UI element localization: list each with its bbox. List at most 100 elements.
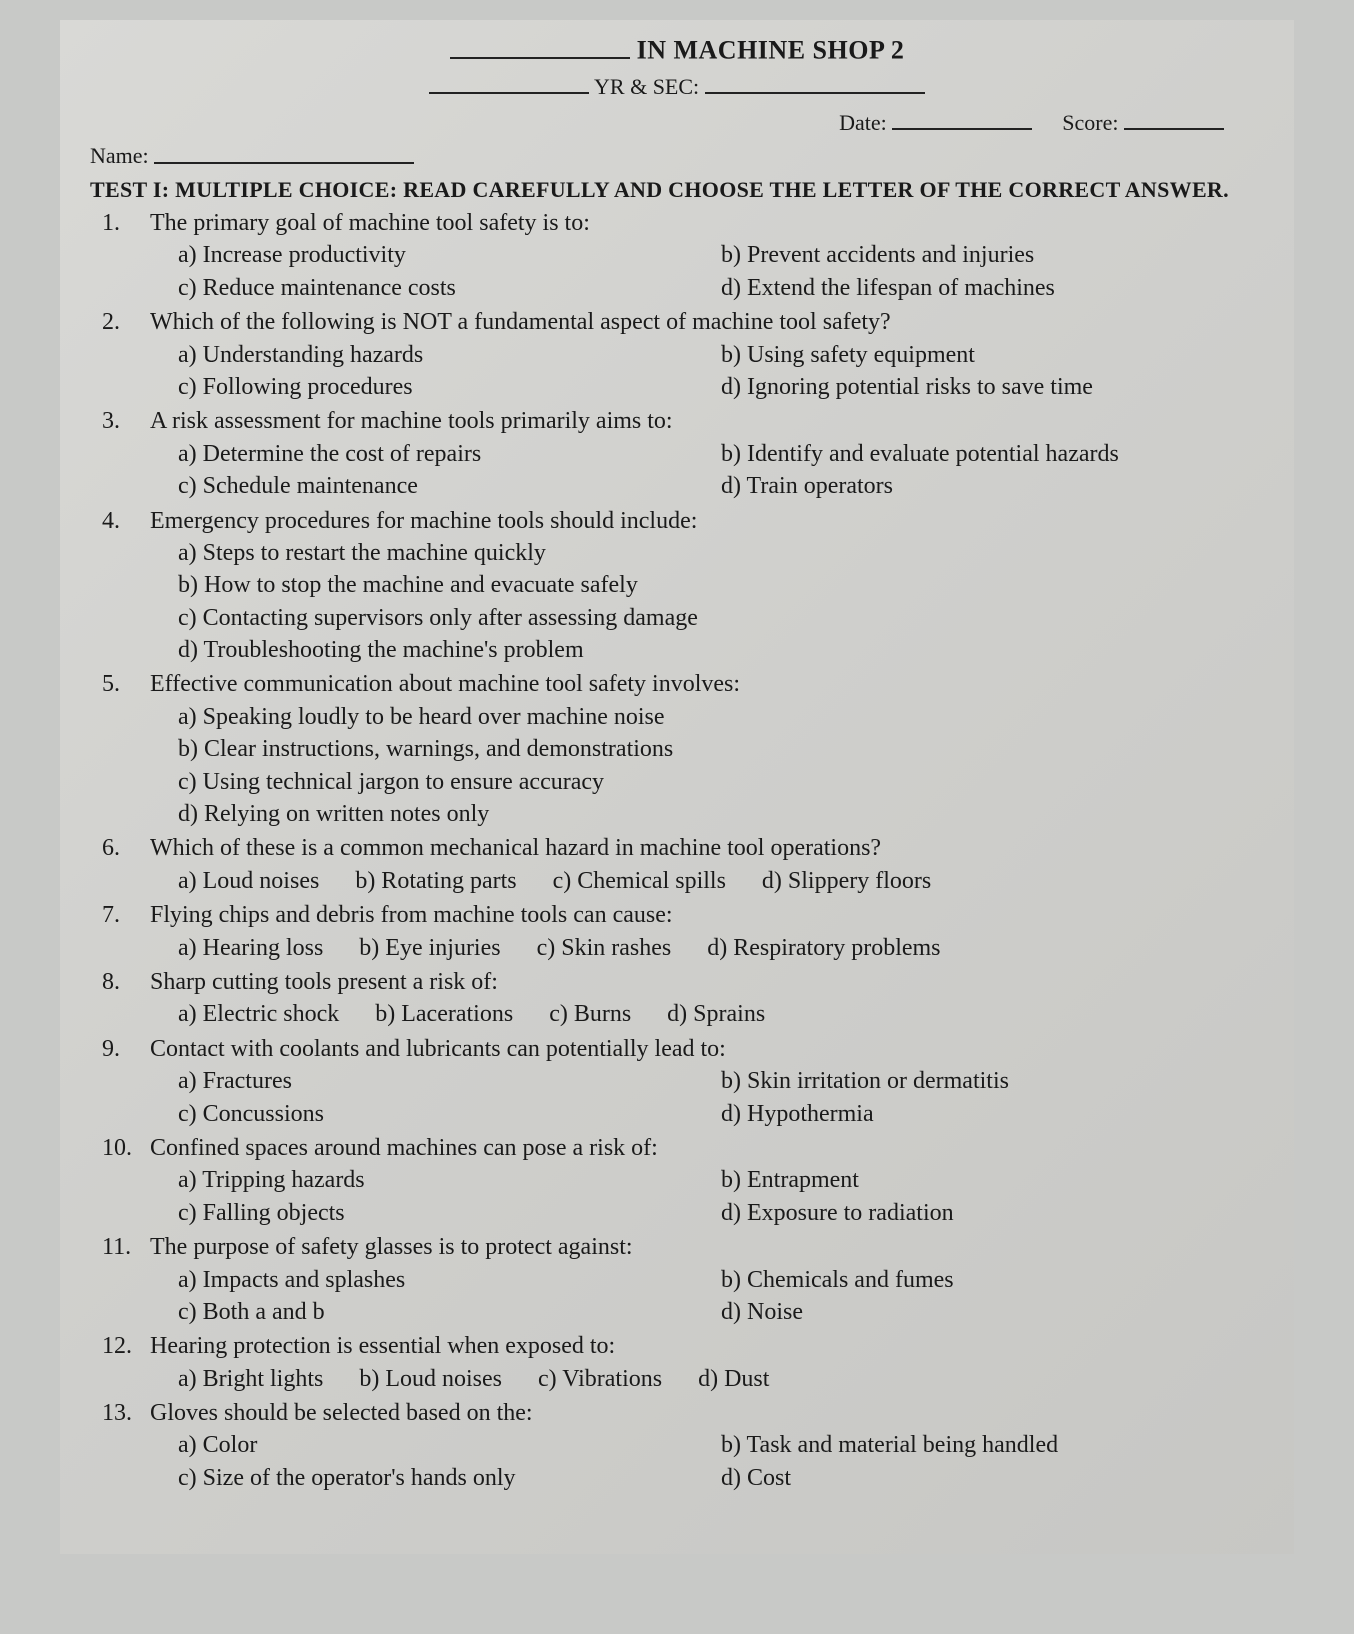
option: d) Noise	[721, 1296, 1264, 1328]
question-number: 13.	[102, 1397, 132, 1429]
option: c) Vibrations	[538, 1363, 662, 1395]
option: d) Ignoring potential risks to save time	[721, 371, 1264, 403]
option: d) Dust	[698, 1363, 769, 1395]
options-wrap: a) Loud noises b) Rotating parts c) Chemic…	[150, 865, 1264, 897]
option: a) Determine the cost of repairs	[178, 438, 721, 470]
option: a) Bright lights	[178, 1363, 323, 1395]
option: b) Skin irritation or dermatitis	[721, 1065, 1264, 1097]
option: b) Entrapment	[721, 1164, 1264, 1196]
option: d) Train operators	[721, 470, 1264, 502]
options-wrap: a) Tripping hazardsb) Entrapmentc) Falli…	[150, 1164, 1264, 1229]
option: b) Loud noises	[359, 1363, 502, 1395]
option: d) Exposure to radiation	[721, 1197, 1264, 1229]
option: c) Size of the operator's hands only	[178, 1462, 721, 1494]
question-item: 12.Hearing protection is essential when …	[150, 1330, 1264, 1395]
option: d) Troubleshooting the machine's problem	[178, 634, 1264, 666]
option: a) Steps to restart the machine quickly	[178, 537, 1264, 569]
name-field: Name:	[90, 139, 1264, 171]
option: b) Prevent accidents and injuries	[721, 239, 1264, 271]
option: a) Hearing loss	[178, 932, 323, 964]
date-field: Date:	[839, 106, 1032, 138]
yr-sec-line: YR & SEC:	[90, 70, 1264, 102]
name-label: Name:	[90, 144, 149, 169]
options-wrap: a) Bright lights b) Loud noises c) Vibrati…	[150, 1363, 1264, 1395]
question-number: 10.	[102, 1132, 132, 1164]
options-wrap: a) Steps to restart the machine quicklyb…	[150, 537, 1264, 667]
option: d) Relying on written notes only	[178, 798, 1264, 830]
question-text: The purpose of safety glasses is to prot…	[150, 1231, 1264, 1263]
question-text: Confined spaces around machines can pose…	[150, 1132, 1264, 1164]
question-item: 3.A risk assessment for machine tools pr…	[150, 405, 1264, 502]
option: c) Chemical spills	[553, 865, 726, 897]
question-number: 12.	[102, 1330, 132, 1362]
option: b) How to stop the machine and evacuate …	[178, 569, 1264, 601]
question-number: 5.	[102, 668, 120, 700]
options-wrap: a) Impacts and splashesb) Chemicals and …	[150, 1264, 1264, 1329]
worksheet-paper: IN MACHINE SHOP 2 YR & SEC: Date: Score:…	[60, 20, 1294, 1554]
option: c) Contacting supervisors only after ass…	[178, 602, 1264, 634]
date-label: Date:	[839, 110, 887, 135]
option: a) Color	[178, 1429, 721, 1461]
date-score-row: Date: Score:	[90, 106, 1264, 138]
option: b) Task and material being handled	[721, 1429, 1264, 1461]
question-number: 11.	[102, 1231, 131, 1263]
option: b) Chemicals and fumes	[721, 1264, 1264, 1296]
question-text: Sharp cutting tools present a risk of:	[150, 966, 1264, 998]
option: b) Lacerations	[375, 998, 513, 1030]
question-text: Gloves should be selected based on the:	[150, 1397, 1264, 1429]
question-number: 4.	[102, 505, 120, 537]
option: d) Slippery floors	[762, 865, 931, 897]
option: a) Fractures	[178, 1065, 721, 1097]
option: c) Reduce maintenance costs	[178, 272, 721, 304]
option: d) Sprains	[667, 998, 765, 1030]
option: c) Concussions	[178, 1098, 721, 1130]
option: d) Hypothermia	[721, 1098, 1264, 1130]
option: c) Both a and b	[178, 1296, 721, 1328]
question-text: A risk assessment for machine tools prim…	[150, 405, 1264, 437]
question-item: 8.Sharp cutting tools present a risk of:…	[150, 966, 1264, 1031]
question-text: Which of these is a common mechanical ha…	[150, 832, 1264, 864]
options-wrap: a) Hearing lossb) Eye injuriesc) Skin ra…	[150, 932, 1264, 964]
yr-sec-label: YR & SEC:	[594, 74, 699, 99]
options-wrap: a) Understanding hazardsb) Using safety …	[150, 339, 1264, 404]
course-title: IN MACHINE SHOP 2	[90, 30, 1264, 68]
options-wrap: a) Fracturesb) Skin irritation or dermat…	[150, 1065, 1264, 1130]
option: a) Increase productivity	[178, 239, 721, 271]
option: a) Speaking loudly to be heard over mach…	[178, 701, 1264, 733]
option: b) Using safety equipment	[721, 339, 1264, 371]
option: d) Respiratory problems	[707, 932, 940, 964]
option: b) Clear instructions, warnings, and dem…	[178, 733, 1264, 765]
question-text: Which of the following is NOT a fundamen…	[150, 306, 1264, 338]
question-item: 2.Which of the following is NOT a fundam…	[150, 306, 1264, 403]
question-item: 5.Effective communication about machine …	[150, 668, 1264, 830]
question-item: 7.Flying chips and debris from machine t…	[150, 899, 1264, 964]
option: a) Loud noises	[178, 865, 319, 897]
question-number: 7.	[102, 899, 120, 931]
course-title-text: IN MACHINE SHOP 2	[637, 36, 905, 65]
options-wrap: a) Determine the cost of repairsb) Ident…	[150, 438, 1264, 503]
option: a) Tripping hazards	[178, 1164, 721, 1196]
question-text: Flying chips and debris from machine too…	[150, 899, 1264, 931]
option: b) Eye injuries	[359, 932, 500, 964]
test-instructions: TEST I: MULTIPLE CHOICE: READ CAREFULLY …	[90, 175, 1264, 205]
question-item: 9.Contact with coolants and lubricants c…	[150, 1033, 1264, 1130]
options-wrap: a) Colorb) Task and material being handl…	[150, 1429, 1264, 1494]
option: b) Rotating parts	[355, 865, 516, 897]
question-text: Emergency procedures for machine tools s…	[150, 505, 1264, 537]
question-text: The primary goal of machine tool safety …	[150, 207, 1264, 239]
question-number: 8.	[102, 966, 120, 998]
score-label: Score:	[1062, 110, 1118, 135]
option: a) Understanding hazards	[178, 339, 721, 371]
option: c) Burns	[549, 998, 631, 1030]
question-number: 1.	[102, 207, 120, 239]
options-wrap: a) Speaking loudly to be heard over mach…	[150, 701, 1264, 831]
question-number: 2.	[102, 306, 120, 338]
option: a) Electric shock	[178, 998, 339, 1030]
option: c) Using technical jargon to ensure accu…	[178, 766, 1264, 798]
question-text: Contact with coolants and lubricants can…	[150, 1033, 1264, 1065]
question-text: Hearing protection is essential when exp…	[150, 1330, 1264, 1362]
question-number: 9.	[102, 1033, 120, 1065]
option: d) Cost	[721, 1462, 1264, 1494]
question-item: 6.Which of these is a common mechanical …	[150, 832, 1264, 897]
question-item: 13.Gloves should be selected based on th…	[150, 1397, 1264, 1494]
